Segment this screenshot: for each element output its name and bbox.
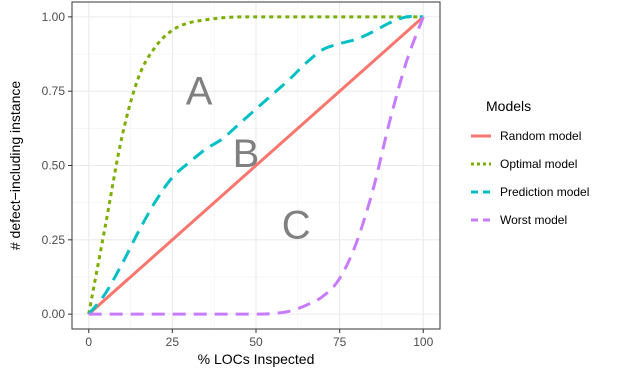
- series-line-random-model: [87, 15, 425, 316]
- legend-label-prediction-model: Prediction model: [500, 185, 589, 199]
- y-tick-label: 1.00: [42, 10, 66, 24]
- y-tick-label: 0.50: [42, 159, 66, 173]
- x-tick-label: 100: [413, 335, 433, 349]
- y-tick-label: 0.00: [42, 307, 66, 321]
- y-axis-title: # defect−including instance: [7, 81, 23, 250]
- annotation-layer: ABC: [186, 70, 311, 248]
- x-tick-label: 50: [249, 335, 263, 349]
- x-tick-label: 0: [85, 335, 92, 349]
- legend-title: Models: [486, 98, 531, 114]
- x-tick-label: 75: [333, 335, 347, 349]
- legend-label-worst-model: Worst model: [500, 213, 567, 227]
- legend-label-optimal-model: Optimal model: [500, 157, 577, 171]
- region-label-c: C: [282, 203, 311, 247]
- x-tick-label: 25: [166, 335, 180, 349]
- region-label-a: A: [186, 70, 213, 114]
- series-layer: [87, 14, 425, 316]
- x-axis-title: % LOCs Inspected: [198, 351, 315, 367]
- series-line-optimal-model: [87, 15, 424, 315]
- series-line-worst-model: [88, 16, 425, 316]
- y-axis: 0.00 0.25 0.50 0.75 1.00: [42, 10, 72, 321]
- y-tick-label: 0.25: [42, 233, 66, 247]
- legend-label-random-model: Random model: [500, 129, 581, 143]
- y-tick-label: 0.75: [42, 84, 66, 98]
- x-axis: 0 25 50 75 100: [85, 329, 434, 349]
- region-label-b: B: [233, 132, 260, 176]
- legend: Models Random model Optimal model Predicti…: [471, 98, 589, 227]
- series-line-prediction-model: [87, 14, 424, 316]
